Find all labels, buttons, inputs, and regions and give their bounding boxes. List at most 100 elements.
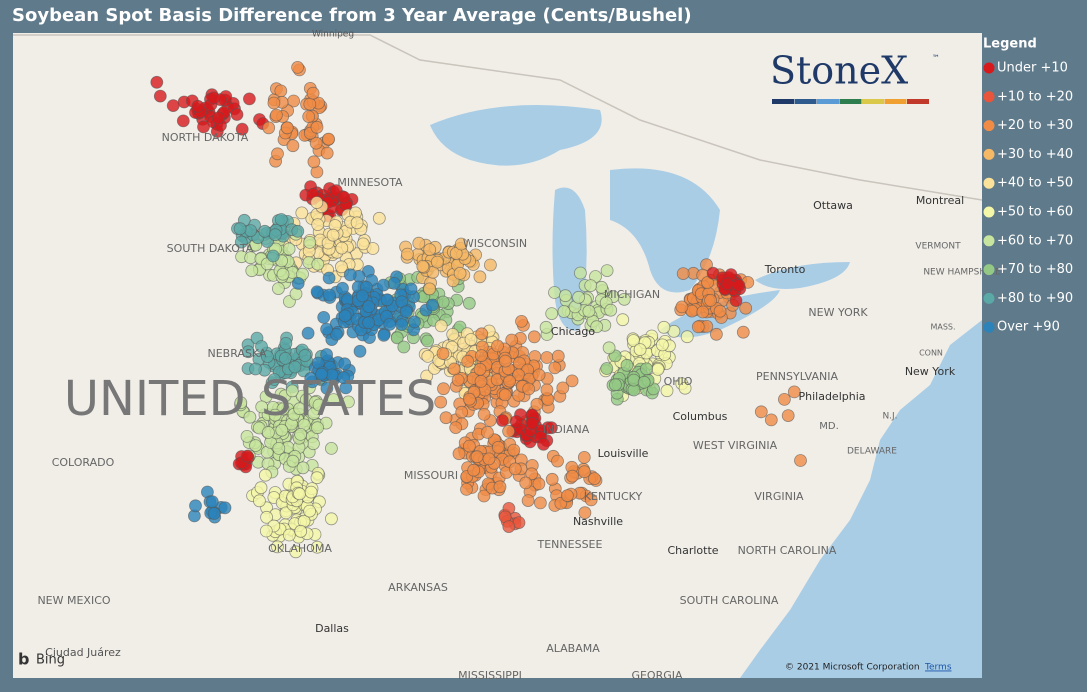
point [548, 361, 562, 375]
point [338, 357, 352, 371]
point [268, 408, 282, 422]
logo-bar [839, 99, 862, 104]
provider: Bing [36, 653, 65, 668]
point [322, 271, 336, 285]
point [324, 512, 338, 526]
point [269, 108, 283, 122]
point [584, 279, 598, 293]
point [275, 423, 289, 437]
legend-swatch [983, 206, 995, 218]
point [527, 330, 541, 344]
place-label: PENNSYLVANIA [756, 370, 838, 383]
point [233, 222, 247, 236]
point [455, 405, 469, 419]
point [259, 524, 273, 538]
point [423, 282, 437, 296]
place-labels: Winnipeg NORTH DAKOTA MINNESOTA SOUTH DAKOT… [37, 30, 1001, 683]
place-label: Ciudad Juárez [45, 646, 121, 659]
legend-swatch [983, 177, 995, 189]
point [242, 92, 256, 106]
point [530, 397, 544, 411]
point [473, 362, 487, 376]
logo-text: StoneX [770, 49, 908, 93]
point [582, 304, 596, 318]
points [150, 61, 807, 559]
point [234, 235, 248, 249]
point [296, 461, 310, 475]
point [525, 467, 539, 481]
place-label: ARKANSAS [388, 581, 448, 594]
point [461, 354, 475, 368]
place-label: ALABAMA [546, 642, 600, 655]
point [267, 373, 281, 386]
point [397, 340, 411, 354]
point [696, 305, 710, 319]
place-label: UNITED STATES [64, 371, 436, 427]
legend: Legend Under +10 +10 to +20 +20 to +30 +30 … [983, 37, 1073, 335]
point [566, 469, 579, 483]
point [315, 367, 328, 381]
legend-label: +50 to +60 [997, 205, 1073, 220]
point [462, 392, 476, 406]
point [336, 281, 349, 295]
point [302, 110, 316, 123]
point [421, 334, 435, 348]
point [660, 384, 674, 398]
point [189, 499, 202, 513]
point [525, 416, 539, 430]
point [434, 319, 448, 333]
point [736, 325, 750, 339]
legend-label: +10 to +20 [997, 89, 1073, 104]
point [475, 327, 489, 341]
point [286, 454, 300, 468]
point [260, 510, 274, 524]
point [295, 206, 309, 220]
point [285, 384, 299, 398]
point [590, 320, 604, 334]
point [278, 351, 292, 365]
place-label: CONN [919, 349, 943, 358]
point [153, 89, 167, 103]
point [532, 477, 546, 491]
point [701, 276, 714, 289]
point [235, 122, 249, 136]
point [240, 449, 254, 463]
place-label: SOUTH DAKOTA [167, 242, 254, 255]
point [320, 322, 334, 336]
point [732, 278, 746, 292]
point [197, 120, 210, 134]
point [322, 288, 336, 302]
point [491, 339, 504, 353]
point [387, 276, 401, 290]
point [261, 426, 275, 439]
point [474, 349, 488, 363]
place-label: Nashville [573, 515, 623, 528]
point [293, 487, 306, 501]
point [286, 139, 300, 153]
point [522, 382, 536, 396]
point [255, 400, 269, 414]
point [408, 315, 421, 329]
point [377, 328, 391, 342]
terms[interactable]: Terms [924, 663, 952, 673]
point [356, 237, 370, 251]
point [691, 320, 705, 334]
point [282, 528, 296, 542]
place-label: GEORGIA [631, 669, 683, 682]
place-label: NEBRASKA [208, 347, 267, 360]
point [503, 374, 517, 388]
point [282, 242, 296, 256]
point [451, 373, 465, 387]
point [329, 327, 343, 341]
point [420, 369, 434, 383]
point [559, 289, 572, 303]
point [617, 292, 631, 306]
point [288, 360, 302, 374]
point [289, 287, 303, 301]
point [326, 228, 340, 242]
point [794, 454, 807, 467]
point [574, 266, 587, 280]
point [565, 374, 579, 388]
place-label: Toronto [764, 263, 806, 276]
